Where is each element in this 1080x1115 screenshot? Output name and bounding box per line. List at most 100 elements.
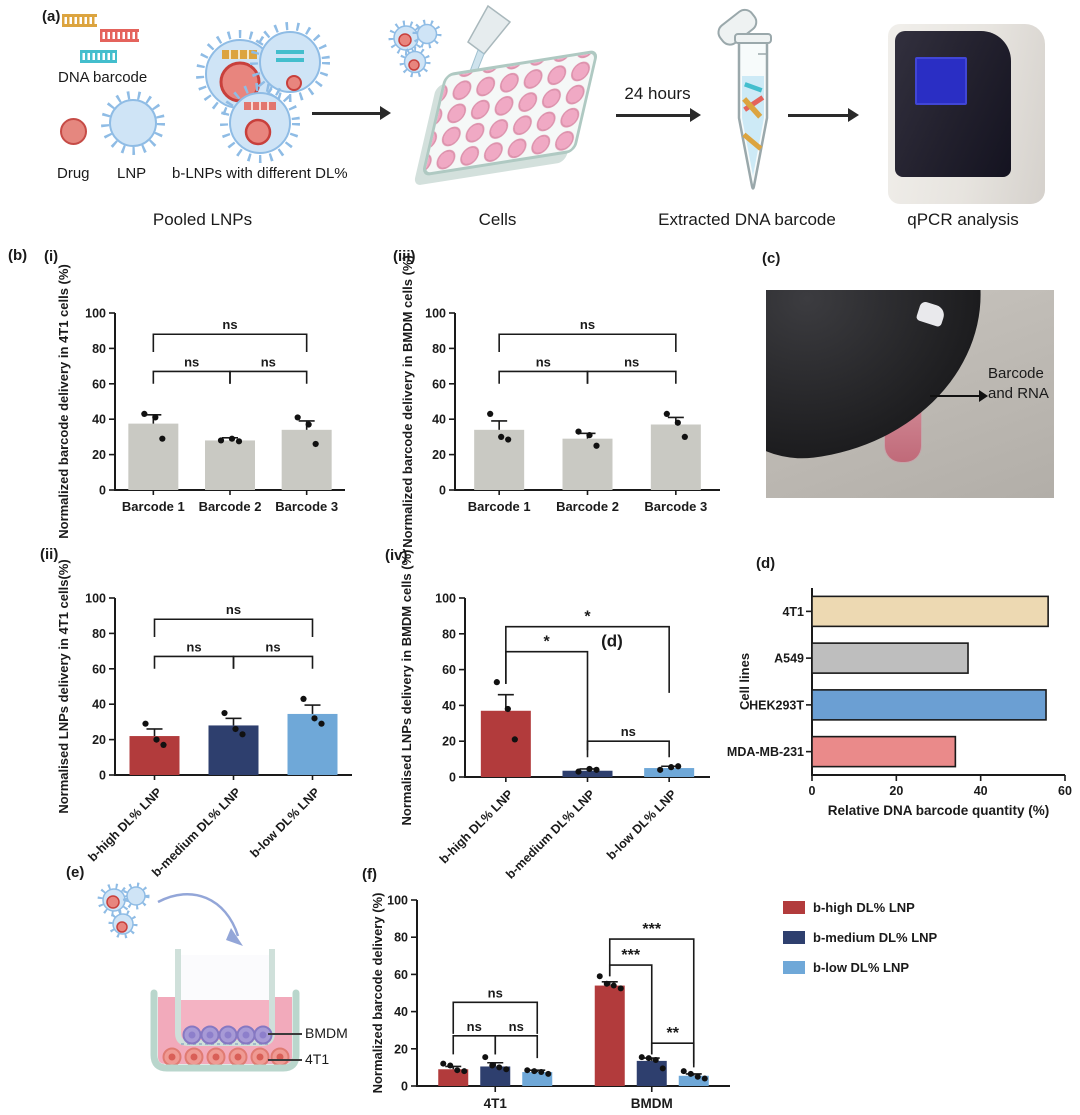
panel-bi-label: (i): [44, 248, 59, 265]
svg-text:20: 20: [432, 448, 446, 462]
svg-text:20: 20: [889, 784, 903, 798]
svg-text:0: 0: [401, 1080, 408, 1094]
bmdm-connector-line: [268, 1033, 302, 1035]
svg-text:Cell lines: Cell lines: [737, 653, 752, 710]
svg-text:80: 80: [432, 342, 446, 356]
svg-text:ns: ns: [509, 1019, 524, 1034]
svg-text:*: *: [544, 634, 551, 651]
blnp-label: b-LNPs with different DL%: [172, 165, 348, 182]
arrow-pooled-to-cells: [312, 107, 391, 119]
bmdm-label: BMDM: [305, 1025, 348, 1041]
svg-text:b-medium DL% LNP: b-medium DL% LNP: [149, 785, 243, 879]
svg-text:A549: A549: [774, 652, 804, 666]
svg-text:b-low DL% LNP: b-low DL% LNP: [247, 785, 322, 860]
chart-b-i: 0 20 40 60 80 100 Barcode 1 Barcode 2 Barcode 3 n…: [30, 252, 365, 559]
svg-text:100: 100: [85, 592, 106, 606]
svg-text:20: 20: [92, 733, 106, 747]
glove: [766, 290, 999, 468]
dna-barcode-icon-gold: [62, 14, 97, 27]
svg-text:0: 0: [449, 771, 456, 785]
svg-text:Normalized barcode delivery in: Normalized barcode delivery in 4T1 cells…: [56, 264, 71, 539]
panel-biii-label: (iii): [393, 248, 416, 265]
svg-text:Barcode 2: Barcode 2: [199, 499, 262, 514]
dna-barcode-icon-teal: [80, 50, 117, 63]
qpcr-machine-icon: [888, 24, 1045, 204]
drug-label: Drug: [57, 165, 90, 182]
svg-text:20: 20: [442, 735, 456, 749]
svg-text:ns: ns: [184, 354, 199, 369]
t4t1-connector-line: [268, 1059, 302, 1061]
svg-text:Barcode 3: Barcode 3: [275, 499, 338, 514]
svg-text:ns: ns: [261, 354, 276, 369]
hours-label: 24 hours: [624, 84, 691, 103]
chart-d: 0 20 40 60 4T1 A549 HEK293T MDA-MB-231 Relative …: [727, 553, 1080, 818]
arrow-cells-to-tube: [616, 109, 701, 121]
legend-item-2: b-low DL% LNP: [783, 960, 909, 975]
svg-text:100: 100: [435, 592, 456, 606]
svg-text:60: 60: [394, 968, 408, 982]
qpcr-screen: [915, 57, 967, 105]
svg-text:4T1: 4T1: [484, 1096, 508, 1111]
svg-text:80: 80: [394, 931, 408, 945]
svg-text:40: 40: [974, 784, 988, 798]
photo-annotation-arrow: [930, 390, 988, 402]
svg-text:100: 100: [425, 307, 446, 321]
arrow-tube-to-qpcr: [788, 109, 859, 121]
svg-text:b-low DL% LNP: b-low DL% LNP: [604, 787, 679, 862]
panel-biv-label: (iv): [385, 547, 408, 564]
legend-label: b-high DL% LNP: [813, 900, 915, 915]
bmdm-cells: [182, 1025, 273, 1045]
panel-bii-label: (ii): [40, 546, 59, 563]
svg-text:***: ***: [621, 947, 640, 964]
svg-text:ns: ns: [186, 639, 201, 654]
chart-b-ii: 0 20 40 60 80 100 b-high DL% LNP b-medium DL% L…: [30, 545, 370, 885]
svg-text:60: 60: [92, 377, 106, 391]
dna-barcode-label: DNA barcode: [58, 69, 148, 86]
curved-arrow-icon: [157, 893, 243, 946]
extracted-label: Extracted DNA barcode: [658, 210, 836, 229]
svg-text:40: 40: [442, 699, 456, 713]
svg-text:MDA-MB-231: MDA-MB-231: [727, 745, 804, 759]
svg-text:Relative DNA barcode quantity: Relative DNA barcode quantity (%): [828, 803, 1050, 818]
cells-label: Cells: [478, 210, 517, 229]
svg-text:0: 0: [99, 769, 106, 783]
svg-text:100: 100: [387, 894, 408, 908]
svg-text:BMDM: BMDM: [631, 1096, 673, 1111]
svg-text:ns: ns: [536, 354, 551, 369]
lnp-cluster-e-icon: [97, 882, 150, 939]
svg-text:80: 80: [442, 627, 456, 641]
lnp-icon: [101, 91, 165, 155]
svg-text:*: *: [584, 609, 591, 626]
svg-text:Barcode 3: Barcode 3: [644, 499, 707, 514]
svg-text:20: 20: [394, 1042, 408, 1056]
legend-item-0: b-high DL% LNP: [783, 900, 915, 915]
legend-label: b-low DL% LNP: [813, 960, 910, 975]
svg-text:40: 40: [92, 413, 106, 427]
svg-text:ns: ns: [467, 1019, 482, 1034]
svg-text:0: 0: [809, 784, 816, 798]
photo-annotation-line1: Barcode: [988, 365, 1044, 382]
svg-text:Normalized barcode delivery in: Normalized barcode delivery in BMDM cell…: [400, 255, 415, 548]
small-lnp-cluster-icon: [388, 19, 442, 78]
panel-c-photo: Barcode and RNA: [766, 290, 1054, 498]
svg-text:ns: ns: [265, 639, 280, 654]
chart-f: 0 20 40 60 80 100 4T1 BMDM ns ns ns *** *** ** Normali…: [368, 873, 748, 1115]
svg-text:**: **: [667, 1025, 680, 1042]
svg-text:0: 0: [439, 484, 446, 498]
svg-text:60: 60: [432, 377, 446, 391]
svg-text:ns: ns: [222, 317, 237, 332]
t4t1-label: 4T1: [305, 1051, 330, 1067]
legend-label: b-medium DL% LNP: [813, 930, 938, 945]
legend-item-1: b-medium DL% LNP: [783, 930, 937, 945]
svg-text:HEK293T: HEK293T: [749, 698, 804, 712]
svg-text:ns: ns: [624, 354, 639, 369]
panel-e-label: (e): [66, 864, 85, 881]
svg-text:80: 80: [92, 627, 106, 641]
photo-annotation: Barcode and RNA: [988, 364, 1049, 404]
svg-text:Normalised LNPs delivery in 4T: Normalised LNPs delivery in 4T1 cells(%): [56, 559, 71, 813]
svg-text:0: 0: [99, 484, 106, 498]
svg-text:Barcode 1: Barcode 1: [122, 499, 185, 514]
panel-c-label: (c): [762, 250, 781, 267]
svg-text:(d): (d): [601, 631, 623, 650]
svg-text:40: 40: [394, 1005, 408, 1019]
